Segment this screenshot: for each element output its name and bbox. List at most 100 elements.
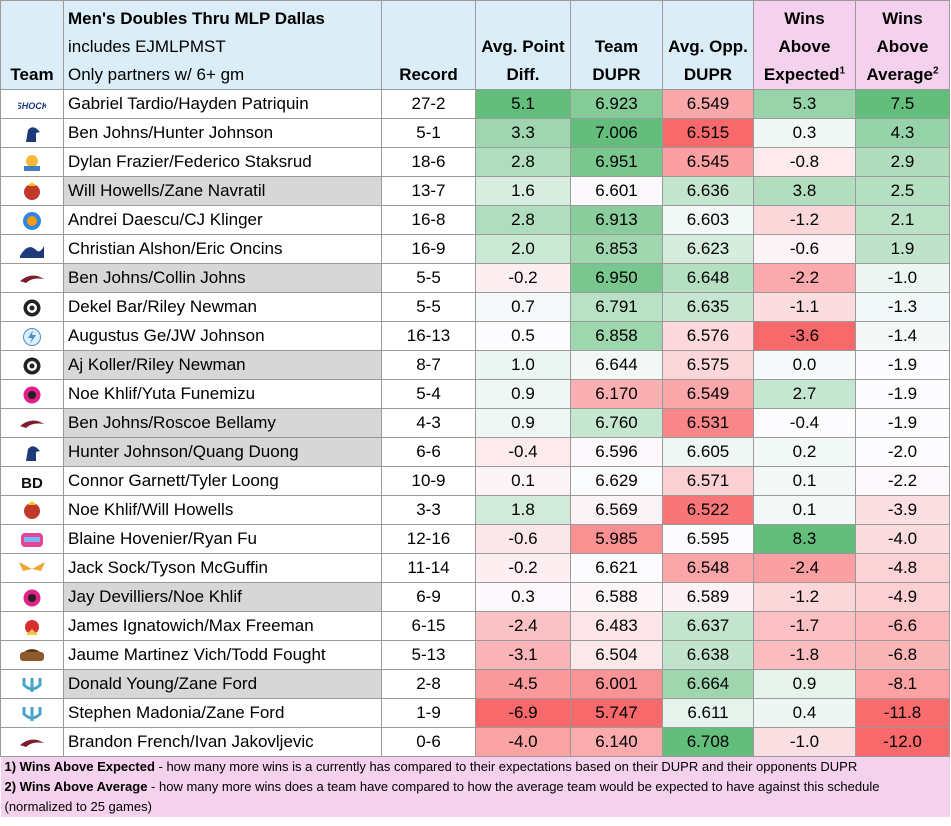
team-logo-cell (0, 437, 64, 467)
opp-dupr-cell: 6.549 (662, 89, 754, 119)
team-logo-cell (0, 147, 64, 177)
record-cell: 27-2 (381, 89, 476, 119)
wins-above-expected-cell: 0.1 (753, 466, 856, 496)
table-row: Dylan Frazier/Federico Staksrud 18-6 2.8 6.… (0, 147, 950, 177)
wins-above-expected-cell: 0.4 (753, 698, 856, 728)
wins-above-average-cell: 2.1 (855, 205, 950, 235)
avg-point-diff-cell: 5.1 (475, 89, 571, 119)
avg-point-diff-cell: 3.3 (475, 118, 571, 148)
team-logo-cell (0, 524, 64, 554)
table-row: SHOCK Gabriel Tardio/Hayden Patriquin27-2… (0, 89, 950, 119)
bd-team-logo-icon: BD (18, 471, 46, 492)
team-logo-cell (0, 234, 64, 264)
header-wae-label: Expected (763, 65, 840, 84)
team-logo-cell: BD (0, 466, 64, 496)
footnote-1-text: - how many more wins is a currently has … (154, 759, 858, 774)
team-dupr-cell: 6.644 (570, 350, 663, 380)
team-logo-cell (0, 698, 64, 728)
opp-dupr-cell: 6.623 (662, 234, 754, 264)
bird-team-logo-icon (18, 123, 46, 142)
opp-dupr-cell: 6.708 (662, 727, 754, 757)
footnote-row-3: (normalized to 25 games) (0, 797, 950, 817)
wins-above-expected-cell: 0.3 (753, 118, 856, 148)
wins-above-average-cell: -1.9 (855, 379, 950, 409)
partner-names: Dekel Bar/Riley Newman (63, 292, 382, 322)
table-row: Jack Sock/Tyson McGuffin 11-14 -0.2 6.621 6.… (0, 553, 950, 583)
team-dupr-cell: 5.985 (570, 524, 663, 554)
team-dupr-cell: 6.853 (570, 234, 663, 264)
avg-point-diff-cell: -0.2 (475, 263, 571, 293)
table-subtitle-1: includes EJMLPMST (68, 37, 226, 56)
wins-above-average-cell: 1.9 (855, 234, 950, 264)
partner-names: Augustus Ge/JW Johnson (63, 321, 382, 351)
red-team-logo-icon (18, 616, 46, 635)
header-wae-line-1: Wins (784, 9, 825, 28)
team-logo-cell (0, 263, 64, 293)
team-dupr-cell: 6.601 (570, 176, 663, 206)
record-cell: 4-3 (381, 408, 476, 438)
record-cell: 5-13 (381, 640, 476, 670)
team-dupr-cell: 6.483 (570, 611, 663, 641)
header-row: Team Men's Doubles Thru MLP Dallas inclu… (0, 0, 950, 90)
header-apd-line-1: Avg. Point (481, 37, 565, 56)
bird-team-logo-icon (18, 442, 46, 461)
header-wae-line-3: Expected1 (755, 61, 855, 89)
wins-above-expected-cell: -1.8 (753, 640, 856, 670)
header-waa-line-1: Wins (882, 9, 923, 28)
partner-names: Ben Johns/Roscoe Bellamy (63, 408, 382, 438)
team-dupr-cell: 6.569 (570, 495, 663, 525)
avg-point-diff-cell: -6.9 (475, 698, 571, 728)
team-logo-cell (0, 176, 64, 206)
wins-above-expected-cell: -2.2 (753, 263, 856, 293)
table-row: BD Connor Garnett/Tyler Loong 10-9 0.1 6.629… (0, 466, 950, 496)
team-logo-cell (0, 553, 64, 583)
avg-point-diff-cell: 1.6 (475, 176, 571, 206)
team-dupr-cell: 5.747 (570, 698, 663, 728)
footnote-1-label: 1) Wins Above Expected (4, 759, 155, 774)
wins-above-expected-cell: -1.0 (753, 727, 856, 757)
team-logo-cell (0, 611, 64, 641)
opp-dupr-cell: 6.603 (662, 205, 754, 235)
avg-point-diff-cell: 0.9 (475, 408, 571, 438)
opp-dupr-cell: 6.545 (662, 147, 754, 177)
partner-names: Dylan Frazier/Federico Staksrud (63, 147, 382, 177)
pink-team-logo-icon (18, 384, 46, 404)
avg-point-diff-cell: 0.5 (475, 321, 571, 351)
partner-names: Jaume Martinez Vich/Todd Fought (63, 640, 382, 670)
wins-above-expected-cell: -1.7 (753, 611, 856, 641)
table-row: Augustus Ge/JW Johnson 16-13 0.5 6.858 6.576… (0, 321, 950, 351)
table-row: Ben Johns/Roscoe Bellamy 4-3 0.9 6.760 6.531… (0, 408, 950, 438)
pink-team-logo-icon (18, 587, 46, 607)
record-cell: 3-3 (381, 495, 476, 525)
table-row: Brandon French/Ivan Jakovljevic 0-6 -4.0 6.… (0, 727, 950, 757)
record-cell: 13-7 (381, 176, 476, 206)
avg-point-diff-cell: 0.1 (475, 466, 571, 496)
team-dupr-cell: 6.621 (570, 553, 663, 583)
table-row: Christian Alshon/Eric Oncins 16-9 2.0 6.853… (0, 234, 950, 264)
table-row: Andrei Daescu/CJ Klinger 16-8 2.8 6.913 6.60… (0, 205, 950, 235)
wins-above-average-cell: -6.6 (855, 611, 950, 641)
team-logo-cell (0, 495, 64, 525)
record-cell: 6-6 (381, 437, 476, 467)
record-cell: 16-9 (381, 234, 476, 264)
record-cell: 5-5 (381, 292, 476, 322)
team-dupr-cell: 6.596 (570, 437, 663, 467)
wins-above-expected-cell: 5.3 (753, 89, 856, 119)
opp-dupr-cell: 6.595 (662, 524, 754, 554)
partner-names: Ben Johns/Hunter Johnson (63, 118, 382, 148)
record-cell: 0-6 (381, 727, 476, 757)
team-logo-cell (0, 379, 64, 409)
opp-dupr-cell: 6.549 (662, 379, 754, 409)
avg-point-diff-cell: 0.3 (475, 582, 571, 612)
record-cell: 6-15 (381, 611, 476, 641)
table-row: Ben Johns/Collin Johns 5-5 -0.2 6.950 6.648-… (0, 263, 950, 293)
wins-above-average-cell: -3.9 (855, 495, 950, 525)
wins-above-average-cell: -1.0 (855, 263, 950, 293)
team-dupr-cell: 6.588 (570, 582, 663, 612)
team-dupr-cell: 6.923 (570, 89, 663, 119)
team-dupr-cell: 6.858 (570, 321, 663, 351)
table-row: Stephen Madonia/Zane Ford 1-9 -6.9 5.747 6.6… (0, 698, 950, 728)
wins-above-average-cell: 2.5 (855, 176, 950, 206)
wings-team-logo-icon (18, 558, 46, 577)
